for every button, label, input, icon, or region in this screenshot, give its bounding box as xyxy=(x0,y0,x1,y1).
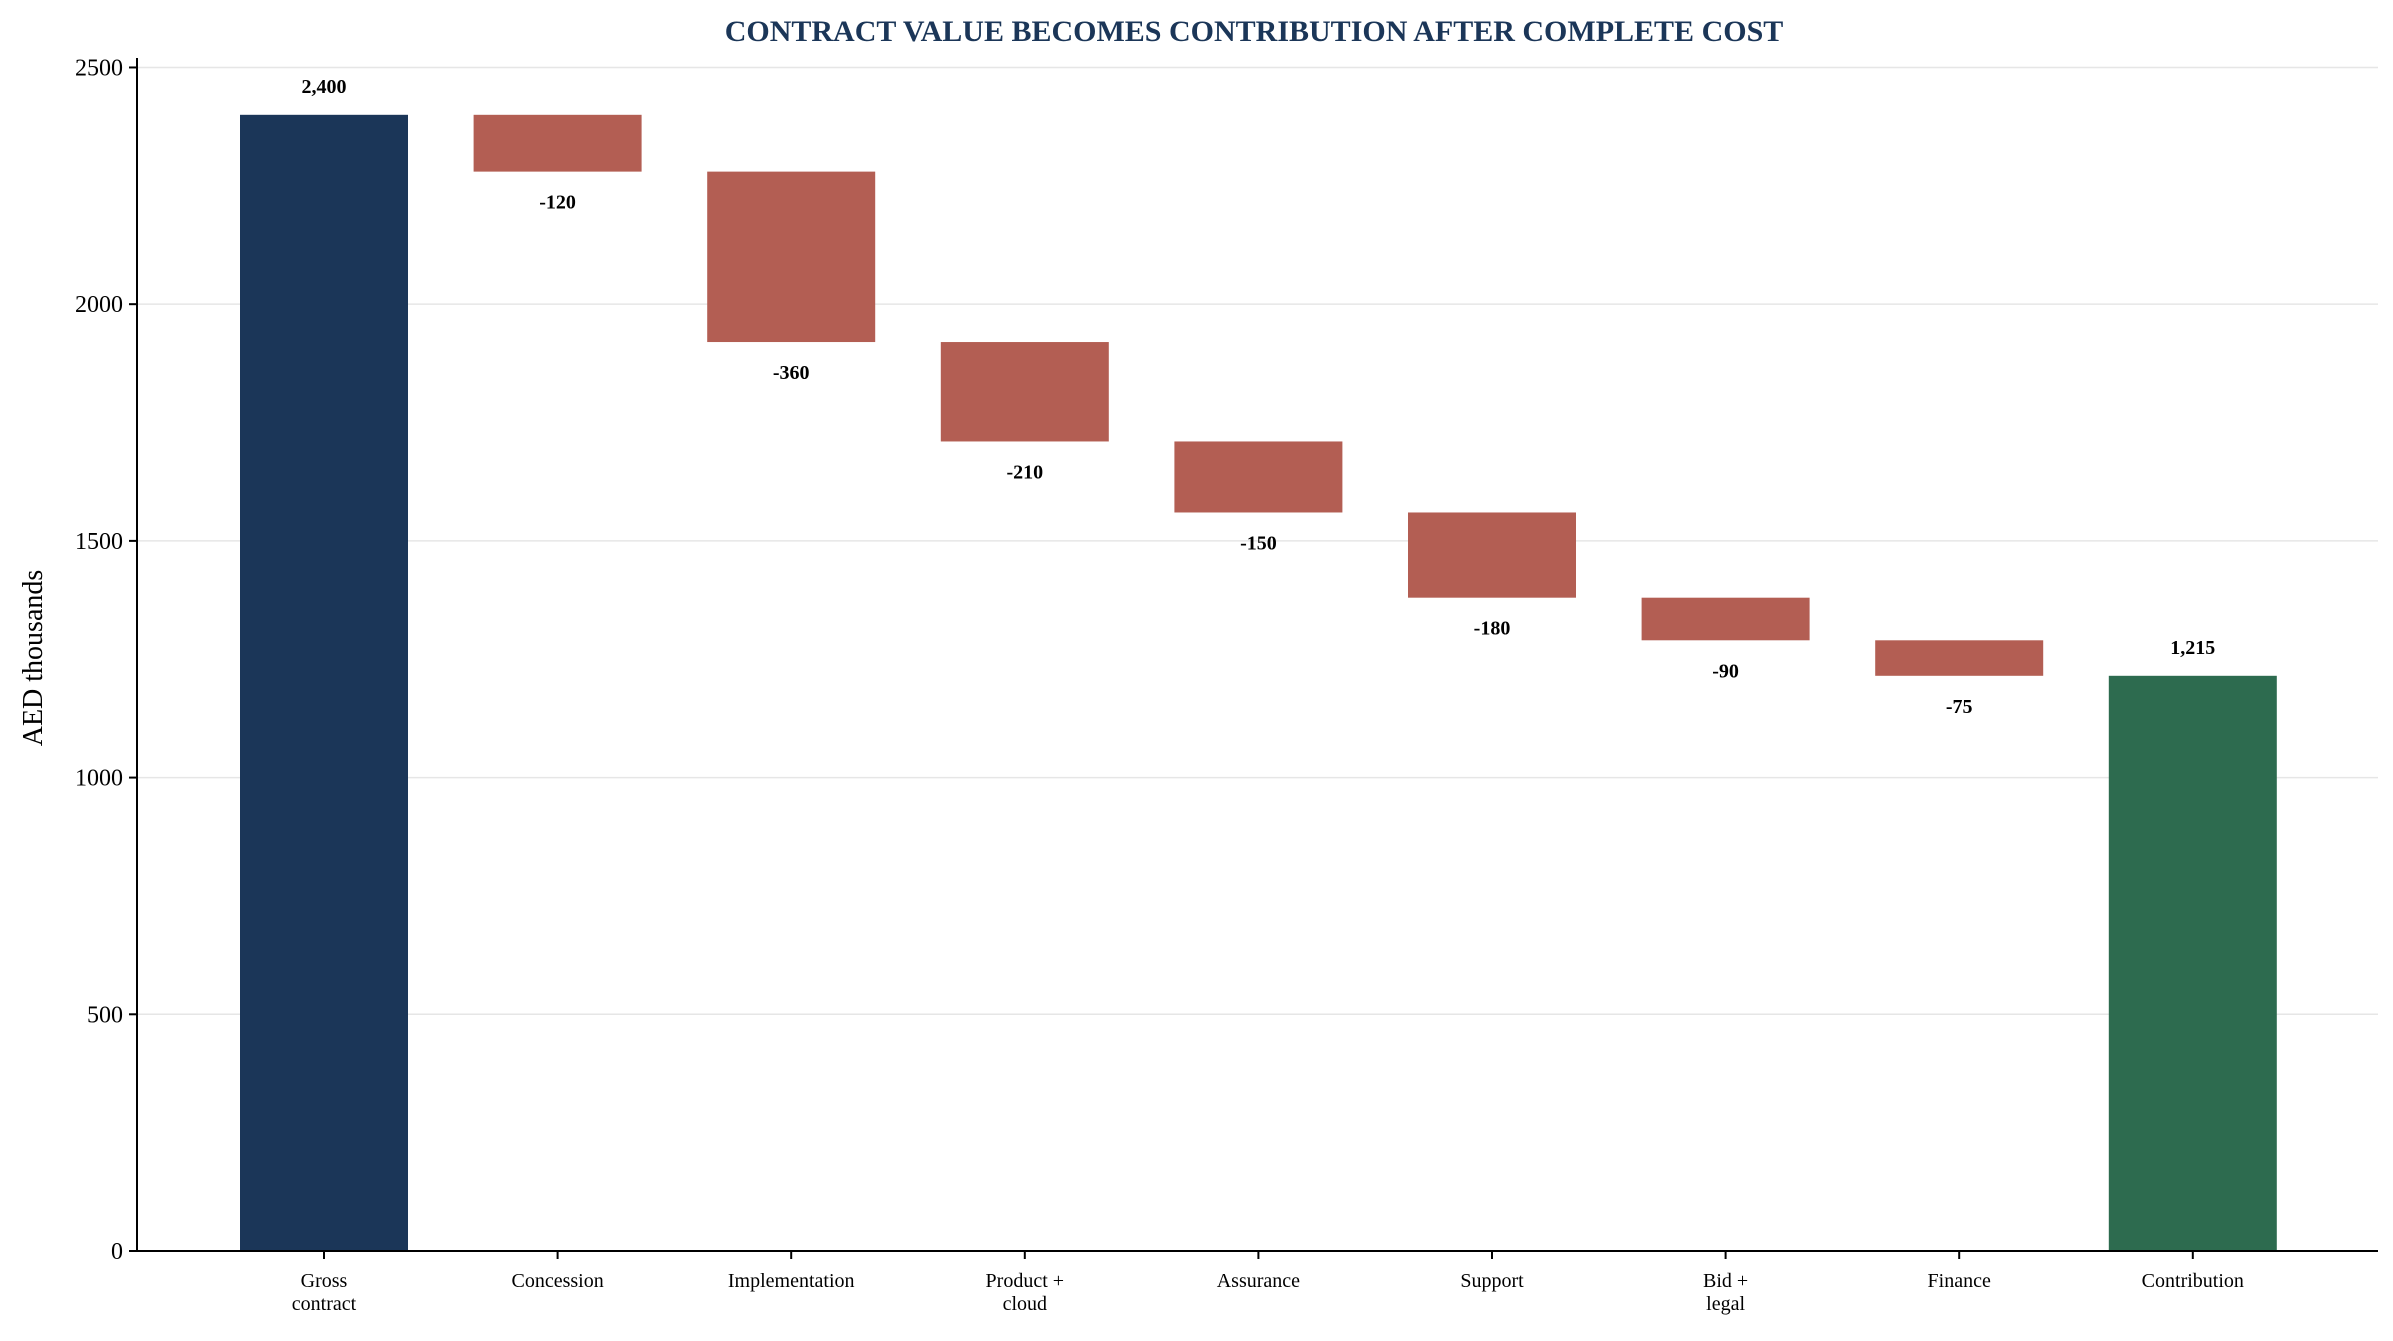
x-tick-label-0: Gross contract xyxy=(292,1270,357,1315)
x-tick-label-6: Bid + legal xyxy=(1703,1270,1748,1315)
x-tick-label-line: Finance xyxy=(1928,1270,1991,1292)
x-tick-label-7: Finance xyxy=(1928,1270,1991,1292)
bar-3 xyxy=(940,342,1109,442)
y-tick-label: 2500 xyxy=(75,55,123,81)
value-label-5: -180 xyxy=(1474,618,1511,640)
value-label-1: -120 xyxy=(539,192,576,214)
x-tick-label-2: Implementation xyxy=(728,1270,855,1292)
bar-5 xyxy=(1408,512,1576,598)
x-tick-label-line: contract xyxy=(292,1293,357,1315)
x-tick-label-line: cloud xyxy=(1003,1293,1047,1315)
value-label-0: 2,400 xyxy=(302,76,347,98)
x-tick-label-line: Gross xyxy=(301,1270,348,1292)
y-tick-label: 2000 xyxy=(75,292,123,318)
x-tick-label-line: Assurance xyxy=(1217,1270,1300,1292)
x-tick-label-1: Concession xyxy=(511,1270,603,1292)
chart-title: CONTRACT VALUE BECOMES CONTRIBUTION AFTE… xyxy=(725,15,1784,48)
x-tick-label-8: Contribution xyxy=(2142,1270,2244,1292)
x-tick-label-line: legal xyxy=(1706,1293,1745,1315)
value-label-7: -75 xyxy=(1946,696,1973,718)
bar-2 xyxy=(707,171,876,343)
x-tick-label-line: Contribution xyxy=(2142,1270,2244,1292)
x-tick-label-line: Concession xyxy=(511,1270,603,1292)
value-label-6: -90 xyxy=(1712,660,1739,682)
data-labels: 2,400 -120 -360 -210 -150 -180 -90 -75 1,215 xyxy=(302,76,2216,718)
x-tick-label-line: Implementation xyxy=(728,1270,855,1292)
value-label-8: 1,215 xyxy=(2170,637,2215,659)
x-tick-label-3: Product + cloud xyxy=(986,1270,1065,1315)
x-tick-label-line: Product + xyxy=(986,1270,1065,1292)
bar-1 xyxy=(473,114,642,172)
value-label-4: -150 xyxy=(1240,532,1277,554)
bar-0 xyxy=(240,114,408,1251)
y-axis-label: AED thousands xyxy=(18,570,49,747)
x-tick-label-5: Support xyxy=(1460,1270,1524,1292)
x-tick-label-4: Assurance xyxy=(1217,1270,1300,1292)
y-tick-label: 1500 xyxy=(75,529,123,555)
bars xyxy=(240,114,2277,1251)
bar-6 xyxy=(1641,597,1810,641)
y-tick-label: 0 xyxy=(111,1239,123,1265)
x-tick-label-line: Bid + xyxy=(1703,1270,1748,1292)
y-tick-label: 1000 xyxy=(75,766,123,792)
bar-7 xyxy=(1875,640,2044,676)
y-tick-label: 500 xyxy=(87,1002,123,1028)
axes: 0 500 1000 1500 2000 2500 Gross contract Concess… xyxy=(75,55,2378,1315)
bar-4 xyxy=(1174,441,1343,513)
x-tick-label-line: Support xyxy=(1460,1270,1524,1292)
value-label-2: -360 xyxy=(773,362,810,384)
value-label-3: -210 xyxy=(1006,461,1043,483)
bar-8 xyxy=(2108,675,2277,1251)
